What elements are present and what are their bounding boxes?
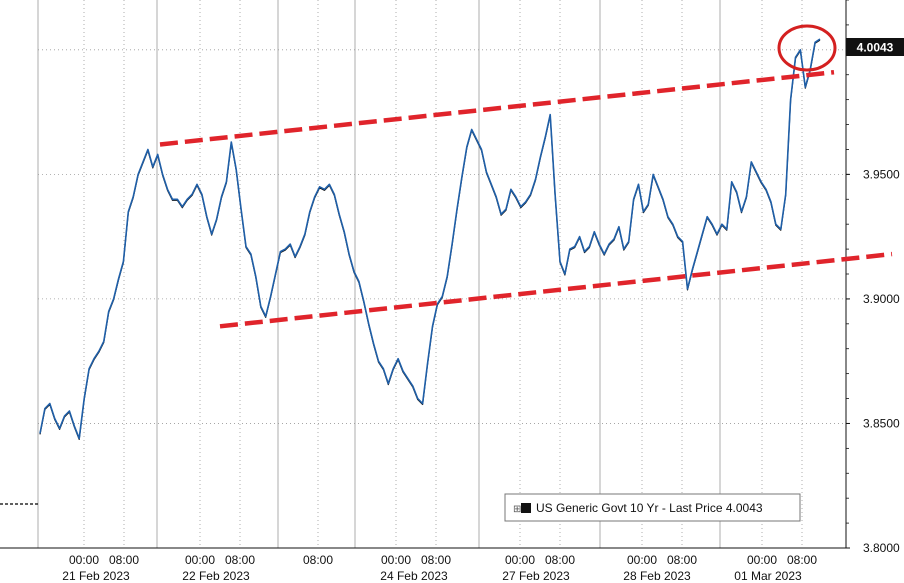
x-tick-time: 08:00: [787, 553, 817, 567]
x-tick-time: 08:00: [667, 553, 697, 567]
last-price-badge: 4.0043: [846, 38, 904, 56]
y-tick-label: 3.8000: [863, 541, 900, 555]
y-tick-label: 3.9000: [863, 292, 900, 306]
x-tick-time: 08:00: [225, 553, 255, 567]
highlight-circle: [777, 24, 837, 72]
x-tick-time: 00:00: [627, 553, 657, 567]
x-tick-time: 00:00: [747, 553, 777, 567]
y-tick-label: 3.9500: [863, 167, 900, 181]
channel-lower: [219, 251, 893, 329]
x-tick-time: 00:00: [381, 553, 411, 567]
channel-upper: [159, 69, 835, 147]
price-series: [39, 38, 821, 440]
x-tick-time: 00:00: [185, 553, 215, 567]
legend-label: US Generic Govt 10 Yr - Last Price 4.004…: [536, 501, 763, 515]
x-tick-date: 22 Feb 2023: [182, 569, 250, 583]
x-tick-date: 27 Feb 2023: [502, 569, 570, 583]
x-axis: 00:00 08:00 00:00 08:00 08:00 00:00 08:00 00:00…: [0, 547, 846, 583]
channel-lines: [159, 69, 893, 329]
x-tick-time: 08:00: [421, 553, 451, 567]
x-tick-time: 00:00: [505, 553, 535, 567]
x-tick-date: 28 Feb 2023: [623, 569, 691, 583]
price-line: [39, 38, 821, 440]
y-tick-label: 3.8500: [863, 416, 900, 430]
x-tick-date: 21 Feb 2023: [62, 569, 130, 583]
legend-swatch: [521, 503, 531, 513]
x-tick-time: 00:00: [69, 553, 99, 567]
x-tick-date: 01 Mar 2023: [734, 569, 802, 583]
x-tick-time: 08:00: [109, 553, 139, 567]
grid: [37, 0, 846, 549]
x-tick-time: 08:00: [545, 553, 575, 567]
svg-text:⊞: ⊞: [513, 504, 521, 515]
x-tick-date: 24 Feb 2023: [380, 569, 448, 583]
x-tick-time: 08:00: [303, 553, 333, 567]
last-price-label: 4.0043: [857, 41, 894, 55]
legend: ⊞ US Generic Govt 10 Yr - Last Price 4.0…: [504, 493, 801, 522]
